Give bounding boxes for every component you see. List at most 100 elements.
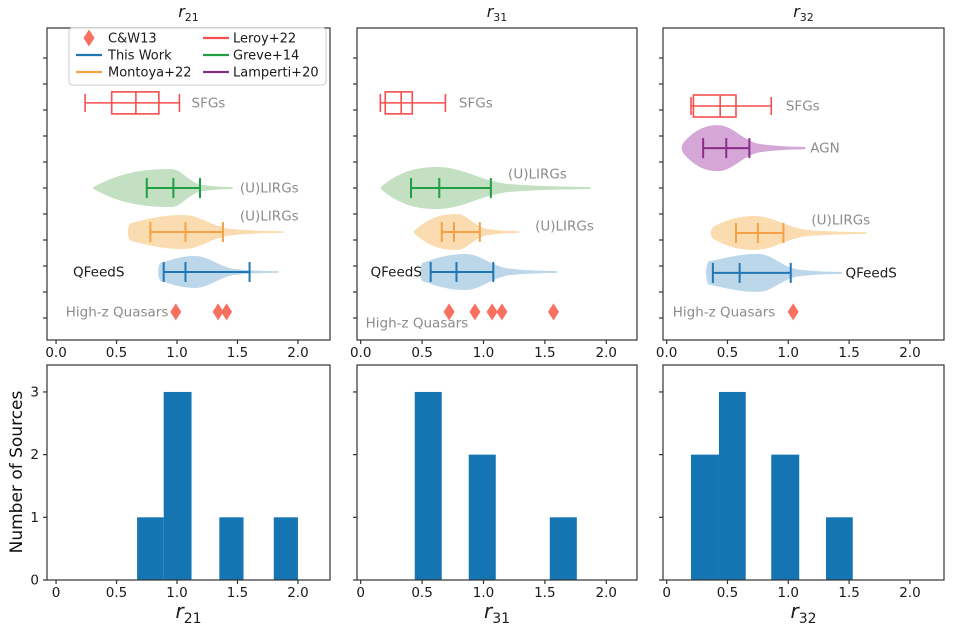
scatter-c-w13-point	[212, 303, 224, 321]
x-tick-label: 2.0	[899, 345, 920, 361]
series-label: QFeedS	[371, 264, 422, 280]
x-axis: 0.0 0.5 1.0 1.5 2.0	[350, 340, 617, 361]
title-base: r	[793, 2, 800, 21]
scatter-c-w13-point	[547, 303, 559, 321]
histogram-bars	[690, 391, 853, 580]
legend-label: Leroy+22	[233, 32, 296, 47]
hist-bar	[771, 454, 800, 580]
legend-label: Lamperti+20	[233, 66, 319, 81]
panel-title-r32: r32	[793, 2, 814, 24]
violin-montoya-22-body	[710, 215, 867, 250]
series-label: High-z Quasars	[673, 304, 776, 320]
legend-diamond-icon	[83, 29, 95, 47]
xlabel-sub: 21	[183, 611, 202, 627]
x-tick-label: 2.0	[287, 585, 308, 601]
legend-item-leroy-22: Leroy+22	[203, 32, 296, 47]
x-tick-label: 1.5	[838, 585, 859, 601]
violin-this-work: QFeedS	[371, 253, 558, 290]
x-axis-label-r31: r31	[484, 599, 510, 627]
hist-bar	[826, 517, 853, 580]
hist-bar	[273, 517, 298, 580]
panel-r32-hist: 0 0.5 1.0 1.5 2.0	[659, 364, 945, 601]
x-tick-label: 1.5	[838, 345, 859, 361]
x-tick-label: 1.0	[166, 345, 187, 361]
panel-frame	[46, 364, 331, 581]
scatter-c-w13: High-z Quasars	[66, 303, 233, 321]
y-axis	[353, 57, 357, 319]
box-leroy-22-box	[692, 94, 737, 118]
y-axis	[659, 391, 663, 581]
legend-item-c-w13: C&W13	[83, 29, 157, 47]
series-label: (U)LIRGs	[811, 212, 870, 228]
scatter-c-w13-point	[443, 303, 455, 321]
violin-montoya-22: (U)LIRGs	[413, 214, 594, 251]
x-tick-label: 0.5	[411, 585, 432, 601]
series-label: (U)LIRGs	[535, 219, 594, 235]
x-tick-label: 0.5	[717, 585, 738, 601]
legend-item-this-work: This Work	[76, 49, 172, 64]
legend-item-montoya-22: Montoya+22	[76, 66, 192, 81]
xlabel-base: r	[790, 599, 799, 623]
x-tick-label: 1.5	[227, 585, 248, 601]
histogram-bars	[414, 391, 577, 580]
x-tick-label: 0.0	[45, 345, 66, 361]
xlabel-sub: 32	[798, 611, 817, 627]
x-axis-label-r21: r21	[175, 599, 201, 627]
x-tick-label: 0	[52, 585, 61, 601]
hist-bar	[414, 391, 442, 580]
hist-bar	[468, 454, 496, 580]
x-tick-label: 0.5	[106, 585, 127, 601]
violin-this-work: QFeedS	[73, 255, 279, 288]
x-tick-label: 0.5	[717, 345, 738, 361]
y-tick-label: 2	[30, 447, 39, 463]
panel-r31-violins: 0.0 0.5 1.0 1.5 2.0 SFGs (U)LIRGs (U)LIRGs QFeed…	[350, 27, 638, 361]
panel-r21-hist: 0 1 2 3 0 0.5 1.0 1.5 2.0	[30, 364, 331, 601]
y-axis-label: Number of Sources	[7, 390, 27, 554]
series-label: (U)LIRGs	[240, 181, 299, 197]
series-label: High-z Quasars	[66, 304, 169, 320]
x-tick-label: 1.0	[473, 585, 494, 601]
x-axis: 0.0 0.5 1.0 1.5 2.0	[45, 340, 309, 361]
x-tick-label: 1.0	[473, 345, 494, 361]
violin-greve-14: (U)LIRGs	[92, 169, 299, 208]
x-tick-label: 0.0	[350, 345, 371, 361]
x-tick-label: 0.5	[106, 345, 127, 361]
x-tick-label: 2.0	[596, 345, 617, 361]
x-tick-label: 0.5	[411, 345, 432, 361]
legend-item-greve-14: Greve+14	[203, 49, 299, 64]
x-tick-label: 0	[662, 585, 671, 601]
scatter-c-w13-point	[469, 303, 481, 321]
violin-montoya-22: (U)LIRGs	[710, 212, 870, 250]
panel-r31-hist: 0 0.5 1.0 1.5 2.0	[353, 364, 638, 601]
scatter-c-w13-point	[170, 303, 182, 321]
scatter-c-w13-point	[486, 303, 498, 321]
y-tick-label: 3	[30, 384, 39, 400]
legend: C&W13 This Work Montoya+22 Leroy+22 Greve+14…	[68, 27, 327, 86]
x-axis: 0 0.5 1.0 1.5 2.0	[662, 580, 921, 601]
x-tick-label: 2.0	[596, 585, 617, 601]
xlabel-sub: 31	[492, 611, 511, 627]
y-tick-label: 0	[30, 573, 39, 589]
legend-label: Greve+14	[233, 49, 299, 64]
x-tick-label: 1.0	[778, 345, 799, 361]
violin-lamperti-20: AGN	[681, 125, 840, 172]
legend-label: C&W13	[108, 32, 157, 47]
title-base: r	[486, 2, 494, 21]
x-axis: 0.0 0.5 1.0 1.5 2.0	[656, 340, 921, 361]
y-axis	[659, 57, 663, 319]
series-label: QFeedS	[845, 265, 896, 281]
box-leroy-22: SFGs	[379, 91, 493, 115]
series-label: (U)LIRGs	[240, 209, 299, 225]
title-sub: 32	[799, 11, 814, 25]
x-tick-label: 0	[356, 585, 365, 601]
box-leroy-22: SFGs	[84, 91, 225, 115]
panel-frame	[356, 364, 638, 581]
x-tick-label: 0.0	[656, 345, 677, 361]
scatter-c-w13-point	[787, 303, 799, 321]
series-label: QFeedS	[73, 264, 124, 280]
panel-r21-violins: 0.0 0.5 1.0 1.5 2.0 SFGs (U)LIRGs (U)LIRGs QFeed…	[43, 27, 331, 361]
histogram-bars	[137, 391, 298, 580]
legend-label: Montoya+22	[108, 66, 192, 81]
